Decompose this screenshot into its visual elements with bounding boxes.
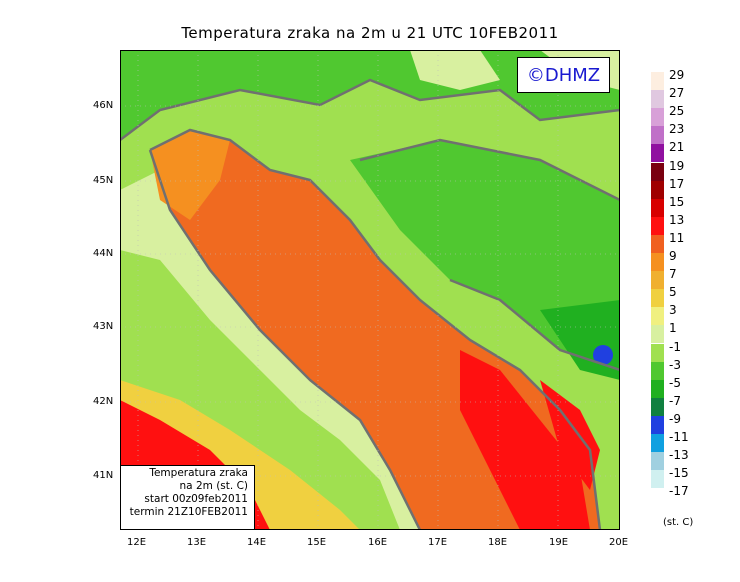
lat-label-46n: 46N bbox=[93, 100, 114, 111]
legend-label: -11 bbox=[669, 430, 689, 444]
lon-label-14e: 14E bbox=[247, 537, 267, 548]
legend-label: 15 bbox=[669, 194, 685, 209]
legend-swatch bbox=[651, 72, 664, 91]
legend-label: -1 bbox=[669, 339, 681, 354]
legend-swatch bbox=[651, 90, 664, 109]
legend-swatch bbox=[651, 415, 664, 434]
legend-swatch bbox=[651, 343, 664, 362]
coastline bbox=[120, 78, 620, 530]
legend-swatch bbox=[651, 361, 664, 380]
legend-label: 7 bbox=[669, 267, 677, 282]
map-title: Temperatura zraka na 2m u 21 UTC 10FEB20… bbox=[181, 24, 559, 42]
legend-swatch bbox=[651, 289, 664, 308]
legend-swatch bbox=[651, 234, 664, 253]
info-box: Temperatura zraka na 2m (st. C) start 00… bbox=[120, 465, 255, 530]
legend-swatch bbox=[651, 307, 664, 326]
info-line-2: na 2m (st. C) bbox=[179, 480, 248, 492]
legend-label: 27 bbox=[669, 86, 685, 101]
lon-label-12e: 12E bbox=[127, 537, 147, 548]
legend-swatch bbox=[651, 126, 664, 145]
legend-label: 25 bbox=[669, 104, 685, 119]
temperature-map bbox=[120, 50, 620, 530]
legend-swatch bbox=[651, 379, 664, 398]
legend-swatch bbox=[651, 271, 664, 290]
lat-label-41n: 41N bbox=[93, 470, 114, 481]
legend-swatch bbox=[651, 180, 664, 199]
dhmz-logo: ©DHMZ bbox=[517, 57, 610, 93]
land-pale-alps bbox=[410, 50, 500, 90]
legend-label: 17 bbox=[669, 176, 685, 191]
lon-label-19e: 19E bbox=[549, 537, 569, 548]
cold-spot bbox=[593, 345, 613, 365]
legend-label: -15 bbox=[669, 466, 689, 481]
legend-label: -17 bbox=[669, 484, 689, 499]
legend-label: 21 bbox=[669, 140, 685, 155]
legend-label: 13 bbox=[669, 212, 685, 227]
south-red-2 bbox=[540, 380, 600, 490]
legend-swatch bbox=[651, 434, 664, 453]
info-line-1: Temperatura zraka bbox=[149, 467, 248, 479]
legend-label: -9 bbox=[669, 411, 681, 426]
legend-label: 19 bbox=[669, 158, 685, 173]
legend-label: -7 bbox=[669, 393, 681, 408]
legend-swatch bbox=[651, 144, 664, 163]
south-red-1 bbox=[460, 350, 590, 530]
legend-swatch bbox=[651, 470, 664, 489]
legend-label: 5 bbox=[669, 285, 677, 300]
legend-swatch bbox=[651, 397, 664, 416]
lat-label-43n: 43N bbox=[93, 321, 114, 332]
legend-swatch bbox=[651, 253, 664, 272]
legend-label: 1 bbox=[669, 321, 677, 336]
legend-swatch bbox=[651, 488, 664, 507]
lat-label-42n: 42N bbox=[93, 396, 114, 407]
lat-label-44n: 44N bbox=[93, 248, 114, 259]
legend-label: 11 bbox=[669, 230, 685, 245]
legend-swatch bbox=[651, 216, 664, 235]
lon-label-18e: 18E bbox=[488, 537, 508, 548]
legend-label: -5 bbox=[669, 375, 681, 390]
lon-label-13e: 13E bbox=[187, 537, 207, 548]
legend-label: 9 bbox=[669, 249, 677, 263]
legend-label: -13 bbox=[669, 448, 689, 463]
legend-swatch bbox=[651, 325, 664, 344]
map-panel: ©DHMZ Temperatura zraka na 2m (st. C) st… bbox=[120, 50, 620, 530]
lon-label-17e: 17E bbox=[428, 537, 448, 548]
lon-label-15e: 15E bbox=[307, 537, 327, 548]
legend-label: 3 bbox=[669, 303, 677, 318]
lon-label-16e: 16E bbox=[368, 537, 388, 548]
lat-label-45n: 45N bbox=[93, 175, 114, 186]
info-line-3: start 00z09feb2011 bbox=[144, 493, 248, 505]
legend-unit: (st. C) bbox=[663, 517, 694, 528]
info-line-4: termin 21Z10FEB2011 bbox=[129, 506, 248, 518]
adriatic-north-light bbox=[150, 130, 230, 220]
legend-swatch bbox=[651, 162, 664, 181]
legend-swatch bbox=[651, 198, 664, 217]
legend-swatch bbox=[651, 108, 664, 127]
graticule bbox=[120, 50, 620, 530]
lon-label-20e: 20E bbox=[609, 537, 629, 548]
legend-swatch bbox=[651, 452, 664, 471]
legend-label: 29 bbox=[669, 68, 685, 82]
legend-label: 23 bbox=[669, 122, 685, 137]
map-frame bbox=[120, 50, 620, 530]
legend-label: -3 bbox=[669, 357, 681, 372]
